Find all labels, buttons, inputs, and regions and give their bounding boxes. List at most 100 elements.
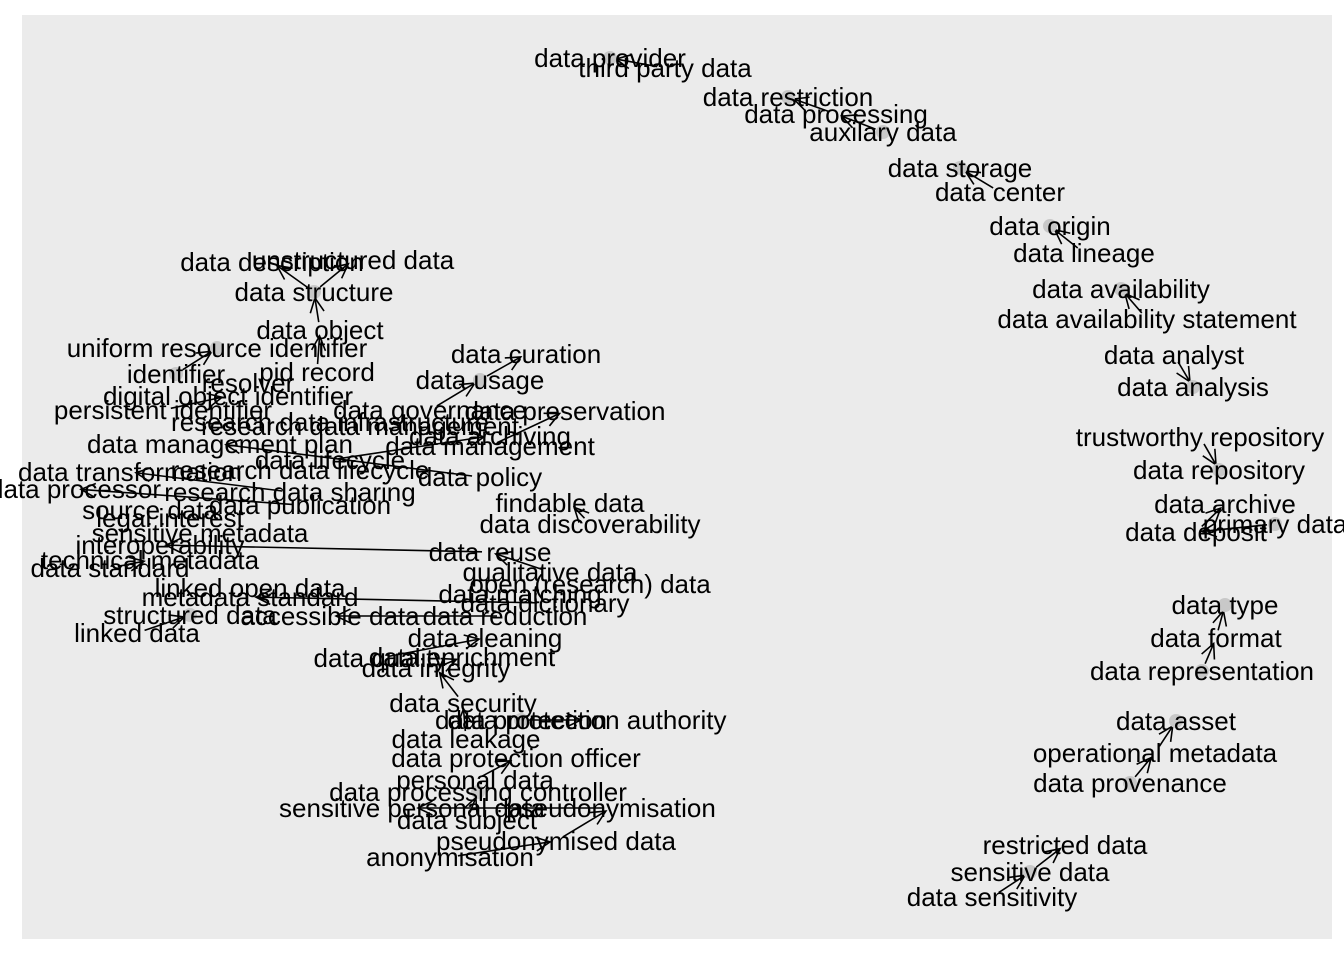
node-label-data-matching: data matching	[438, 579, 601, 609]
edge-data-deposit-to-data-archive	[1201, 506, 1223, 528]
node-label-unstructured-data: unstructured data	[252, 245, 455, 275]
node-dot-data-processing-controller	[471, 785, 485, 799]
node-label-digital-object-identifier: digital object identifier	[103, 381, 353, 411]
node-dot-uniform-resource-identifier	[210, 341, 224, 355]
node-label-linked-data: linked data	[74, 618, 200, 648]
edge-data-representation-to-data-format	[1201, 641, 1216, 664]
node-label-data-protection: data protection	[435, 705, 607, 735]
node-label-data-analysis: data analysis	[1117, 372, 1269, 402]
node-label-data-preservation: data preservation	[465, 396, 666, 426]
node-dot-data-type	[1218, 598, 1232, 612]
arrowhead	[128, 556, 146, 572]
node-label-accessible-data: accessible data	[240, 601, 420, 631]
node-dot-auxiliary-data	[876, 125, 890, 139]
edge-data-security-to-data-integrity	[438, 671, 459, 698]
node-label-data-management-plan: data management plan	[87, 429, 353, 459]
node-label-interoperability: interoperability	[75, 530, 244, 560]
node-dot-layer	[169, 51, 1282, 879]
edge-line	[439, 672, 459, 698]
edge-data-usage-to-data-curation	[486, 356, 523, 377]
arrowhead	[1205, 506, 1223, 524]
node-label-research-data-management: research data management	[201, 411, 520, 441]
edge-line	[80, 488, 293, 506]
arrowhead	[332, 262, 350, 279]
node-label-structured-data: structured data	[103, 600, 277, 630]
edge-line	[165, 544, 483, 553]
edge-data-provenance-to-operational-metadata	[1134, 756, 1153, 778]
arrowhead	[79, 482, 97, 499]
edge-line	[495, 553, 543, 571]
node-label-data-object: data object	[256, 315, 384, 345]
node-label-findable-data: findable data	[496, 488, 645, 518]
node-label-data-storage: data storage	[888, 153, 1033, 183]
arrowhead	[206, 392, 224, 408]
edge-line	[117, 560, 145, 568]
edge-line	[1201, 507, 1222, 528]
node-label-sensitive-metadata: sensitive metadata	[92, 518, 309, 548]
edge-data-structure-to-data-description	[275, 264, 308, 289]
node-label-anonymisation: anonymisation	[366, 842, 534, 872]
node-label-data-processor: data processor	[0, 474, 161, 504]
node-dot-data-origin	[1043, 219, 1057, 233]
edge-line	[462, 708, 467, 732]
edge-data-reduction-to-accessible-data	[334, 608, 497, 624]
edge-data-quality-to-data-cleaning	[387, 634, 481, 658]
node-dot-data-restriction	[781, 90, 795, 104]
edge-line	[255, 596, 538, 604]
edge-line	[1217, 610, 1225, 631]
edge-line	[182, 350, 213, 371]
node-label-identifier: identifier	[127, 359, 226, 389]
node-label-personal-data: personal data	[396, 765, 554, 795]
edge-line	[1124, 293, 1143, 314]
edge-line	[1203, 443, 1217, 466]
edge-line	[457, 841, 551, 857]
arrowhead	[468, 431, 486, 447]
node-label-legal-interest: legal interest	[96, 503, 244, 533]
edge-line	[135, 471, 283, 492]
node-label-open-research-data: open (research) data	[469, 569, 711, 599]
edge-line	[144, 616, 185, 632]
edge-line	[225, 443, 473, 477]
edge-line	[316, 335, 321, 365]
node-label-data-sensitivity: data sensitivity	[907, 882, 1078, 912]
arrowhead	[164, 537, 181, 554]
arrowhead	[416, 800, 433, 816]
node-label-metadata-standard: metadata standard	[142, 582, 359, 612]
edge-line	[443, 658, 457, 666]
node-label-data-availability-statement: data availability statement	[997, 304, 1297, 334]
node-dot-data-storage	[953, 161, 967, 175]
edge-data-reuse-to-interoperability	[164, 537, 483, 554]
node-label-data-integrity: data integrity	[362, 653, 511, 683]
edge-line	[1158, 725, 1174, 747]
node-dot-structured-data	[183, 608, 197, 622]
arrowhead	[463, 634, 481, 650]
node-label-data-reuse: data reuse	[429, 537, 552, 567]
node-label-sensitive-personal-data: sensitive personal data	[279, 793, 545, 823]
node-label-data-security: data security	[389, 688, 536, 718]
edge-pseudonymisation-to-sensitive-personal-data	[416, 800, 603, 816]
node-label-data-representation: data representation	[1090, 656, 1314, 686]
node-label-source-data: source data	[82, 495, 218, 525]
node-dot-data-repository	[1212, 463, 1226, 477]
node-label-data-provenance: data provenance	[1033, 768, 1227, 798]
edge-line	[1204, 643, 1215, 664]
node-label-data-discoverability: data discoverability	[479, 509, 700, 539]
edge-persistent-identifier-to-digital-object-identifier	[170, 392, 224, 410]
node-label-data-usage: data usage	[416, 365, 545, 395]
edge-research-data-sharing-to-data-transformation	[134, 466, 283, 492]
node-label-data-subject: data subject	[397, 805, 538, 835]
node-label-data-archive: data archive	[1154, 489, 1296, 519]
node-label-data-restriction: data restriction	[703, 82, 874, 112]
edge-data-management-to-data-preservation	[496, 412, 562, 444]
node-label-primary-data: primary data	[1203, 509, 1344, 539]
node-dot-primary-data	[1268, 517, 1282, 531]
arrowhead	[457, 707, 473, 725]
node-label-third-party-data: third party data	[578, 53, 752, 83]
node-label-data-analyst: data analyst	[1104, 340, 1245, 370]
edge-line	[170, 396, 223, 410]
node-label-data-protection-authority: data protection authority	[448, 705, 727, 735]
node-dot-identifier	[169, 367, 183, 381]
node-label-data-description: data description	[180, 247, 364, 277]
edge-line	[1177, 361, 1191, 383]
arrowhead	[493, 551, 512, 566]
